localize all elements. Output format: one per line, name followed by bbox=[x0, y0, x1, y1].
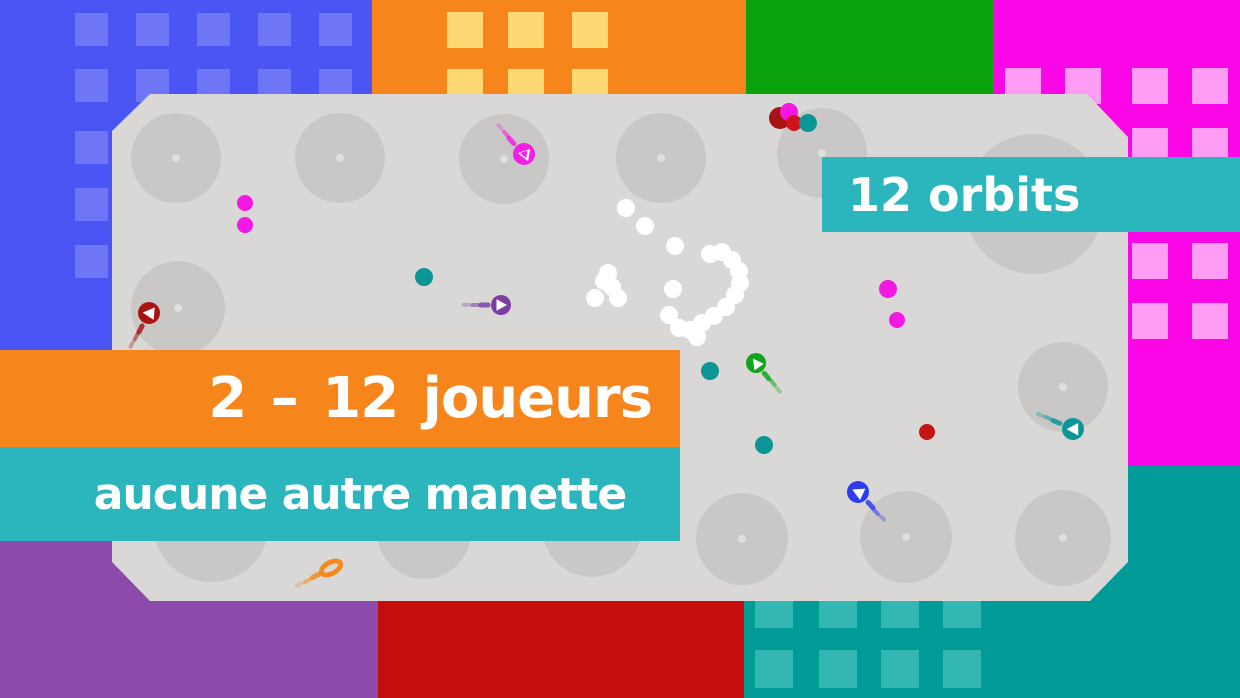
color-block-red bbox=[378, 601, 744, 698]
pattern-pink-squares-square bbox=[1192, 303, 1228, 339]
banner-player-count-label: 2 – 12 joueurs bbox=[208, 366, 653, 431]
white-dot bbox=[664, 280, 682, 298]
white-dot bbox=[636, 217, 654, 235]
pattern-blue-squares-square bbox=[75, 69, 108, 102]
pattern-pink-squares-square bbox=[1132, 243, 1168, 279]
colored-dot bbox=[879, 280, 897, 298]
colored-dot bbox=[889, 312, 905, 328]
color-block-orange-top bbox=[372, 0, 746, 96]
colored-dot bbox=[755, 436, 773, 454]
orbit-center-dot bbox=[738, 535, 746, 543]
pattern-pink-squares-square bbox=[1132, 68, 1168, 104]
banner-no-controller-label: aucune autre manette bbox=[93, 468, 627, 520]
orbit-center-dot bbox=[1059, 534, 1067, 542]
pattern-blue-squares-square bbox=[75, 188, 108, 221]
orbit-center-dot bbox=[500, 155, 508, 163]
pattern-teal-squares-square bbox=[755, 650, 793, 688]
color-block-green bbox=[746, 0, 993, 96]
white-dot bbox=[660, 306, 678, 324]
pattern-blue-squares-square bbox=[136, 13, 169, 46]
color-block-teal-right bbox=[1128, 465, 1240, 698]
pattern-blue-squares-square bbox=[75, 13, 108, 46]
banner-title: 12 orbits bbox=[822, 157, 1240, 232]
white-dot bbox=[586, 289, 604, 307]
pattern-blue-squares-square bbox=[258, 13, 291, 46]
pattern-teal-squares-square bbox=[943, 650, 981, 688]
orbit-center-dot bbox=[818, 149, 826, 157]
pattern-blue-squares-square bbox=[75, 245, 108, 278]
player-purple-pointer bbox=[496, 299, 507, 311]
player-purple-trail-dash bbox=[470, 303, 480, 307]
player-purple-trail-dash bbox=[462, 303, 470, 307]
colored-dot bbox=[786, 115, 802, 131]
pattern-yellow-squares-square bbox=[572, 12, 608, 48]
banner-title-label: 12 orbits bbox=[848, 167, 1081, 222]
colored-dot bbox=[799, 114, 817, 132]
white-dot bbox=[617, 199, 635, 217]
pattern-blue-squares-square bbox=[197, 13, 230, 46]
pattern-blue-squares-square bbox=[319, 13, 352, 46]
pattern-blue-squares-square bbox=[75, 131, 108, 164]
orbit-center-dot bbox=[174, 304, 182, 312]
pattern-teal-squares-square bbox=[819, 650, 857, 688]
colored-dot bbox=[237, 195, 253, 211]
white-dot bbox=[670, 319, 688, 337]
pattern-yellow-squares-square bbox=[447, 12, 483, 48]
color-block-teal-bottom bbox=[744, 601, 1128, 698]
orbit-center-dot bbox=[172, 154, 180, 162]
pattern-pink-squares-square bbox=[1192, 243, 1228, 279]
colored-dot bbox=[237, 217, 253, 233]
banner-player-count: 2 – 12 joueurs bbox=[0, 350, 680, 447]
white-dot bbox=[609, 289, 627, 307]
orbit-center-dot bbox=[336, 154, 344, 162]
colored-dot bbox=[415, 268, 433, 286]
pattern-teal-squares-square bbox=[881, 650, 919, 688]
white-dot bbox=[688, 328, 706, 346]
pattern-yellow-squares-square bbox=[508, 12, 544, 48]
pattern-pink-squares-square bbox=[1192, 68, 1228, 104]
pattern-pink-squares-square bbox=[1132, 303, 1168, 339]
colored-dot bbox=[701, 362, 719, 380]
banner-no-controller: aucune autre manette bbox=[0, 447, 680, 541]
colored-dot bbox=[919, 424, 935, 440]
orbit-center-dot bbox=[902, 533, 910, 541]
orbit-center-dot bbox=[1059, 383, 1067, 391]
white-dot bbox=[666, 237, 684, 255]
orbit-center-dot bbox=[657, 154, 665, 162]
